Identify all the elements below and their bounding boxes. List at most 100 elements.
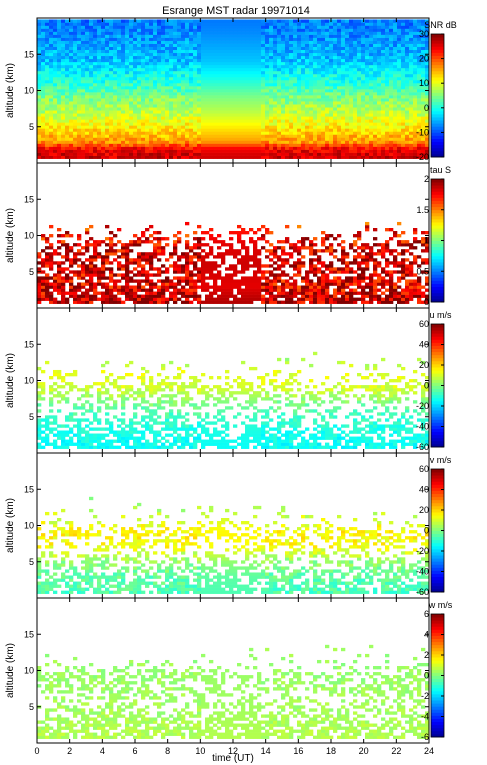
snr-cell xyxy=(205,140,210,144)
snr-cell xyxy=(145,46,150,51)
snr-cell xyxy=(353,49,358,54)
snr-cell xyxy=(361,52,366,57)
snr-cell xyxy=(281,19,286,23)
tau-cell xyxy=(73,294,78,298)
snr-cell xyxy=(369,116,374,120)
snr-cell xyxy=(333,92,338,96)
snr-cell xyxy=(81,83,86,87)
tau-cell xyxy=(105,258,110,262)
snr-cell xyxy=(225,122,230,126)
tau-cell xyxy=(113,258,118,262)
snr-cell xyxy=(129,64,134,69)
snr-cell xyxy=(305,101,310,105)
snr-cell xyxy=(261,37,266,41)
tau-cell xyxy=(129,243,134,247)
snr-cell xyxy=(69,83,74,87)
snr-cell xyxy=(225,128,230,132)
tau-cell xyxy=(109,288,114,292)
snr-cell xyxy=(165,52,170,57)
snr-cell xyxy=(269,70,274,75)
snr-cell xyxy=(73,86,78,90)
snr-cell xyxy=(389,22,394,26)
snr-cell xyxy=(273,107,278,111)
snr-cell xyxy=(57,92,62,96)
snr-cell xyxy=(269,83,274,87)
snr-cell xyxy=(181,95,186,99)
snr-cell xyxy=(165,31,170,35)
snr-cell xyxy=(117,25,122,29)
snr-cell xyxy=(181,83,186,87)
snr-cell xyxy=(61,46,66,51)
snr-heatmap-cells xyxy=(37,19,430,159)
snr-cell xyxy=(133,131,138,135)
snr-cell xyxy=(425,37,430,41)
snr-cell xyxy=(125,122,130,126)
snr-cell xyxy=(281,22,286,26)
snr-cell xyxy=(141,104,146,108)
snr-cell xyxy=(337,149,342,153)
tau-cell xyxy=(125,243,130,247)
snr-cell xyxy=(309,73,314,78)
snr-cell xyxy=(177,34,182,38)
snr-cell xyxy=(221,61,226,66)
snr-cell xyxy=(417,116,422,120)
snr-cell xyxy=(189,134,194,138)
snr-cell xyxy=(317,83,322,87)
snr-cell xyxy=(89,149,94,153)
snr-cell xyxy=(221,110,226,114)
snr-cell xyxy=(261,46,266,51)
snr-cell xyxy=(341,67,346,72)
snr-cell xyxy=(201,43,206,47)
tau-cell xyxy=(85,243,90,247)
snr-cell xyxy=(101,25,106,29)
snr-cell xyxy=(373,146,378,150)
snr-cell xyxy=(233,61,238,66)
snr-cell xyxy=(353,40,358,44)
snr-cell xyxy=(381,155,386,159)
snr-cell xyxy=(189,95,194,99)
snr-cell xyxy=(369,101,374,105)
snr-cell xyxy=(249,149,254,153)
snr-cell xyxy=(45,73,50,78)
snr-cell xyxy=(161,110,166,114)
snr-cell xyxy=(213,31,218,35)
snr-cell xyxy=(109,70,114,75)
snr-cell xyxy=(177,86,182,90)
snr-cell xyxy=(333,46,338,51)
snr-cell xyxy=(389,89,394,93)
snr-cell xyxy=(101,89,106,93)
snr-cell xyxy=(377,25,382,29)
snr-cell xyxy=(165,86,170,90)
tau-cell xyxy=(57,291,62,295)
snr-cell xyxy=(145,25,150,29)
tau-cell xyxy=(37,285,42,289)
snr-cell xyxy=(301,61,306,66)
snr-cell xyxy=(173,37,178,41)
snr-cell xyxy=(225,40,230,44)
snr-cell xyxy=(193,70,198,75)
snr-cell xyxy=(305,73,310,78)
snr-cell xyxy=(229,155,234,159)
snr-cell xyxy=(265,149,270,153)
snr-cell xyxy=(401,28,406,32)
snr-cell xyxy=(245,43,250,47)
snr-cell xyxy=(129,155,134,159)
snr-cell xyxy=(153,40,158,44)
snr-cell xyxy=(281,86,286,90)
snr-cell xyxy=(373,79,378,84)
snr-cell xyxy=(249,61,254,66)
snr-cell xyxy=(145,76,150,81)
tau-cell xyxy=(109,240,114,244)
snr-colorbar-step xyxy=(431,110,444,115)
snr-cell xyxy=(129,125,134,129)
snr-cell xyxy=(173,131,178,135)
snr-cell xyxy=(341,19,346,23)
tau-cell xyxy=(89,282,94,286)
snr-cell xyxy=(421,128,426,132)
snr-cell xyxy=(381,149,386,153)
snr-cell xyxy=(241,98,246,102)
snr-cell xyxy=(209,155,214,159)
snr-cell xyxy=(321,31,326,35)
snr-cell xyxy=(149,116,154,120)
snr-cell xyxy=(281,146,286,150)
